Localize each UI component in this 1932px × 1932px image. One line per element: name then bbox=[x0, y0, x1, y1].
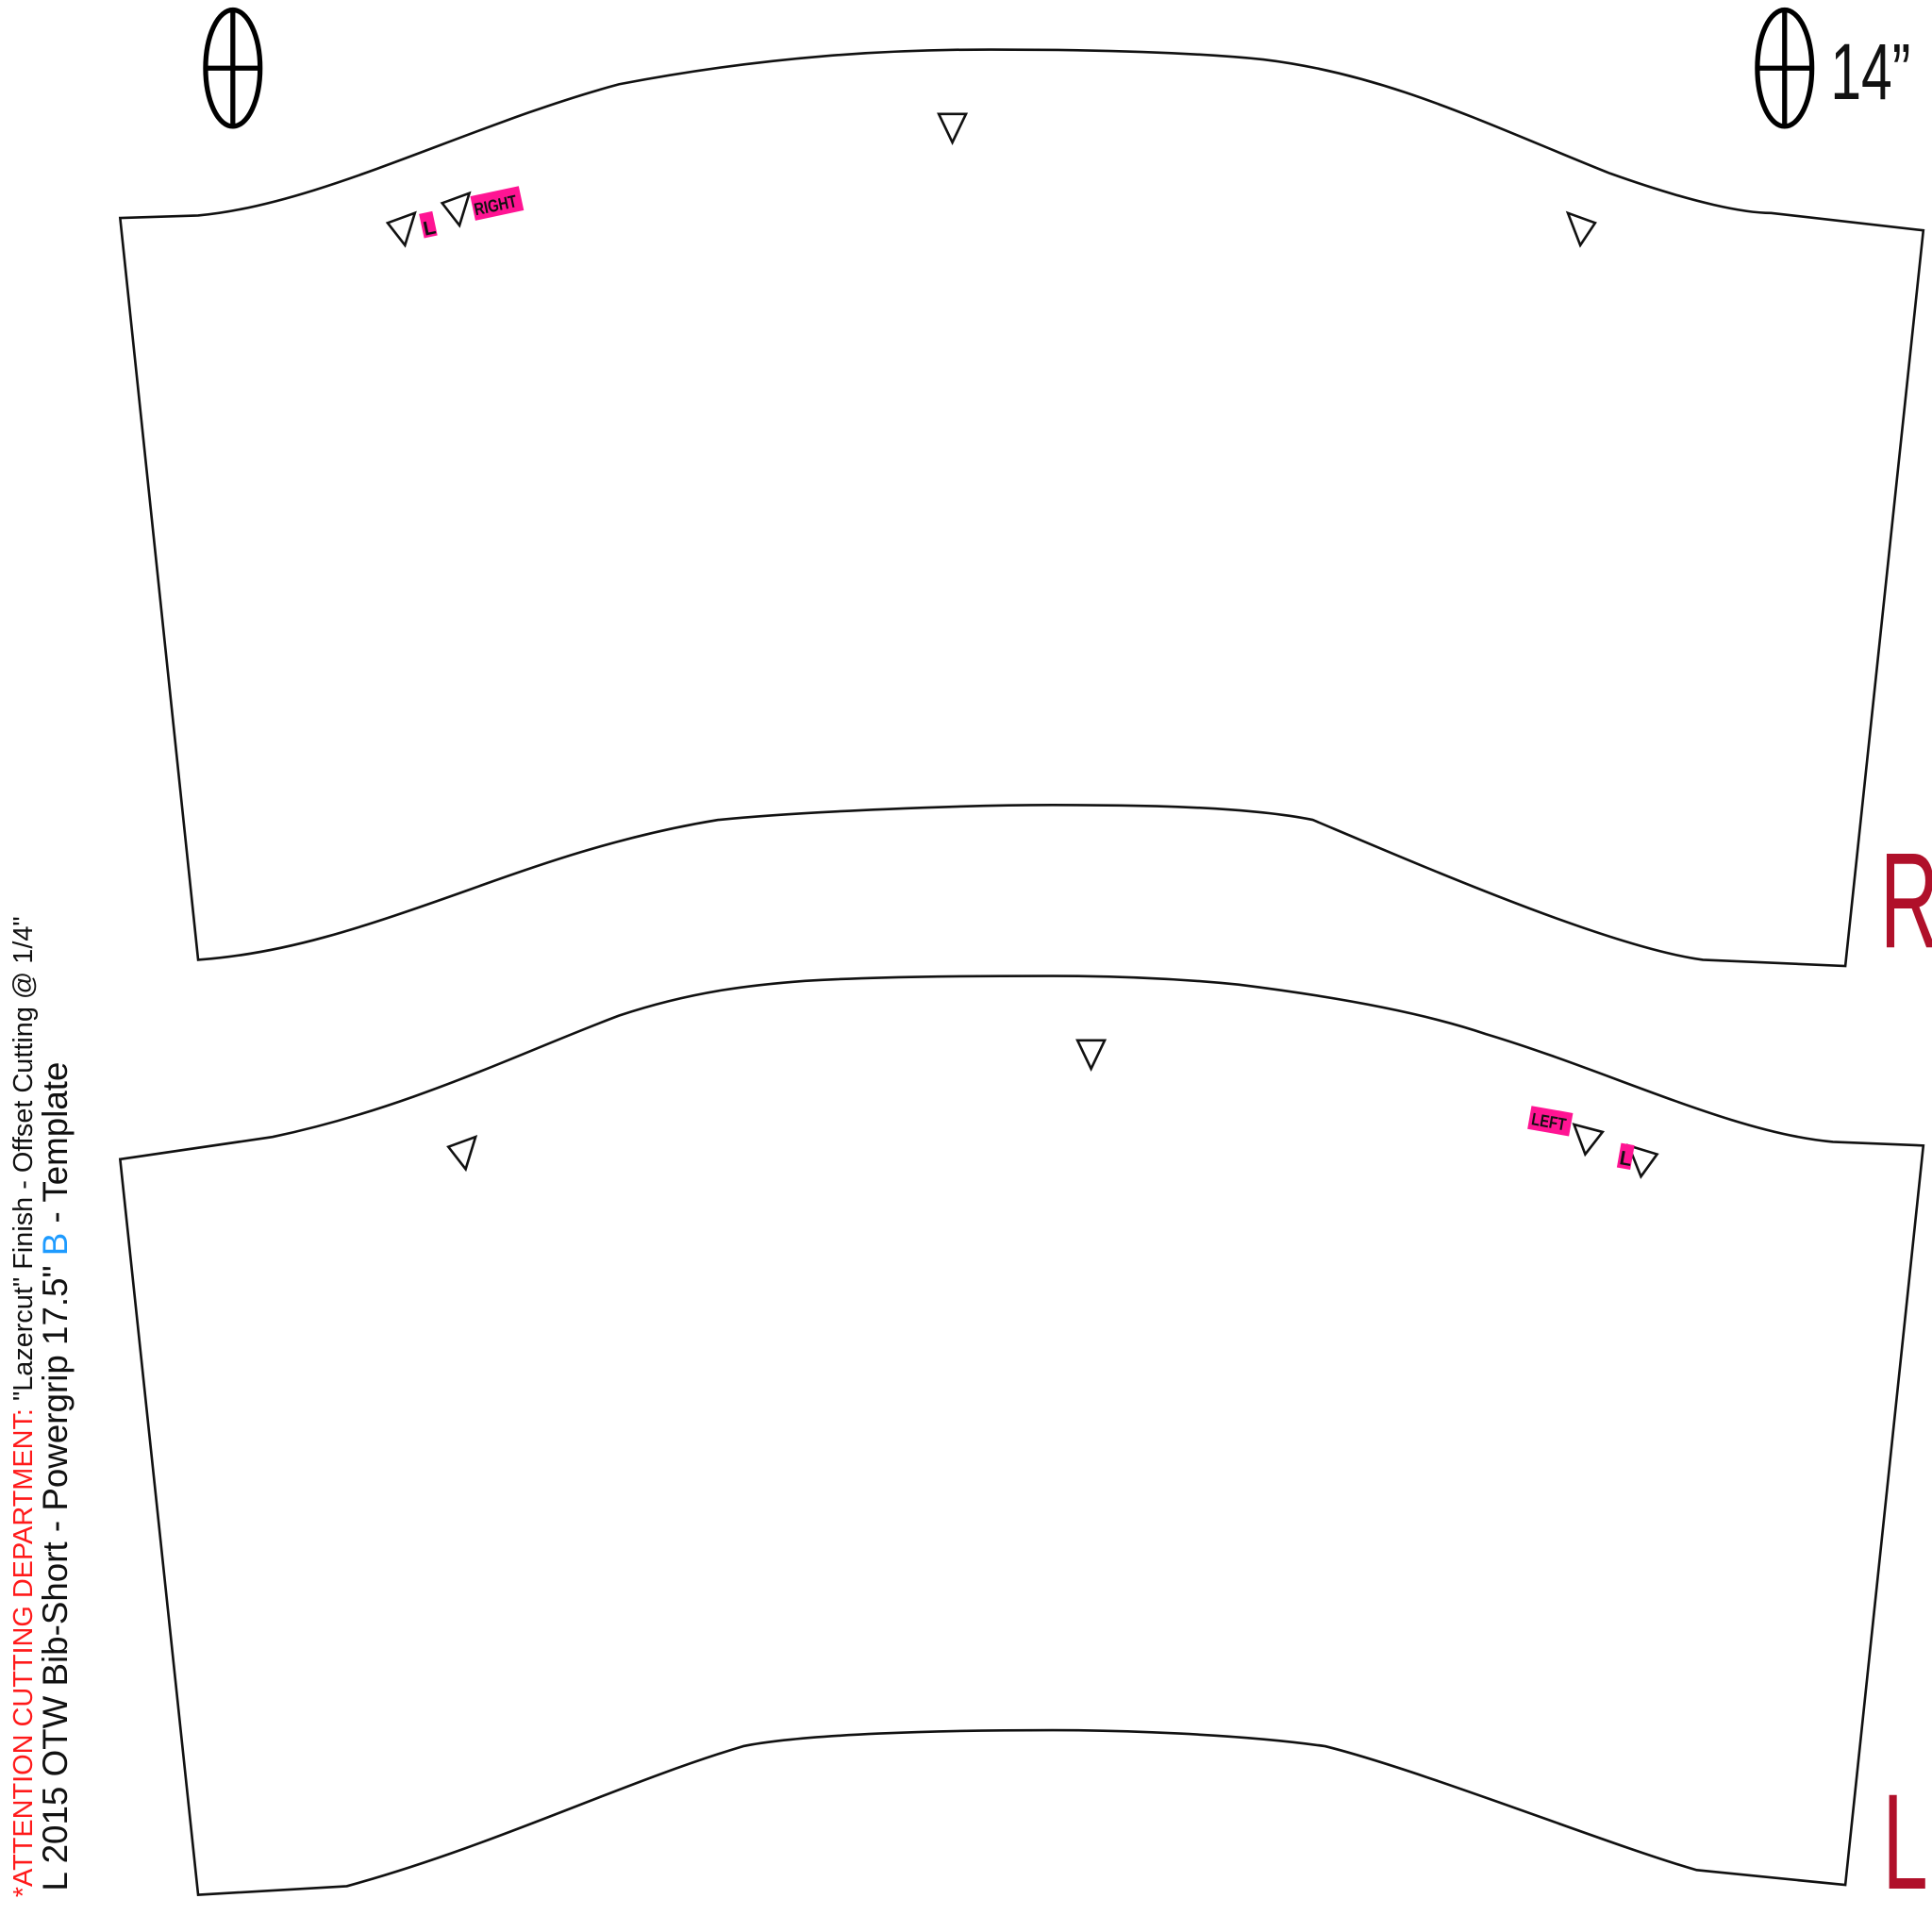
notch-triangle-icon bbox=[937, 112, 969, 146]
notice-red: *ATTENTION CUTTING DEPARTMENT: bbox=[8, 1401, 39, 1897]
piece-label-left: LEFT bbox=[1527, 1106, 1574, 1137]
svg-text:L 2015 OTW Bib-Short - Power: L 2015 OTW Bib-Short - Powergrip 17.5" B… bbox=[36, 1062, 75, 1891]
notch-triangle-icon bbox=[1572, 1123, 1606, 1158]
svg-text:*ATTENTION CUTTING DEPARTMENT:: *ATTENTION CUTTING DEPARTMENT: "Lazercut… bbox=[8, 916, 39, 1897]
measurement-label: 14” bbox=[1830, 28, 1910, 117]
side-letter-l: L bbox=[1882, 1766, 1927, 1918]
notch-triangle-icon bbox=[440, 191, 472, 228]
notch-triangle-icon bbox=[1565, 210, 1597, 248]
notice-black: "Lazercut" Finish - Offset Cutting @ 1/4… bbox=[8, 916, 39, 1401]
pattern-piece-right bbox=[118, 48, 1925, 968]
notch-triangle-icon bbox=[1075, 1039, 1108, 1073]
template-title: L 2015 OTW Bib-Short - Powergrip 17.5" B… bbox=[36, 1062, 75, 1891]
piece-label-l: L bbox=[419, 210, 438, 241]
piece-label-right: RIGHT bbox=[470, 186, 525, 221]
title-highlight: B bbox=[36, 1233, 75, 1257]
side-letter-r: R bbox=[1880, 825, 1932, 977]
pattern-piece-left bbox=[118, 974, 1925, 1896]
svg-text:L: L bbox=[1618, 1147, 1634, 1171]
title-part2: - Template bbox=[36, 1062, 75, 1233]
notch-triangle-icon bbox=[385, 210, 417, 248]
title-part1: L 2015 OTW Bib-Short - Powergrip 17.5" bbox=[36, 1256, 75, 1890]
piece-label-l: L bbox=[1616, 1142, 1635, 1171]
cutting-notice: *ATTENTION CUTTING DEPARTMENT: "Lazercut… bbox=[8, 916, 39, 1897]
notch-triangle-icon bbox=[446, 1135, 478, 1173]
crosshair-icon bbox=[203, 7, 263, 129]
notch-triangle-icon bbox=[1626, 1143, 1659, 1179]
crosshair-icon bbox=[1755, 7, 1815, 129]
svg-text:L: L bbox=[422, 216, 438, 240]
